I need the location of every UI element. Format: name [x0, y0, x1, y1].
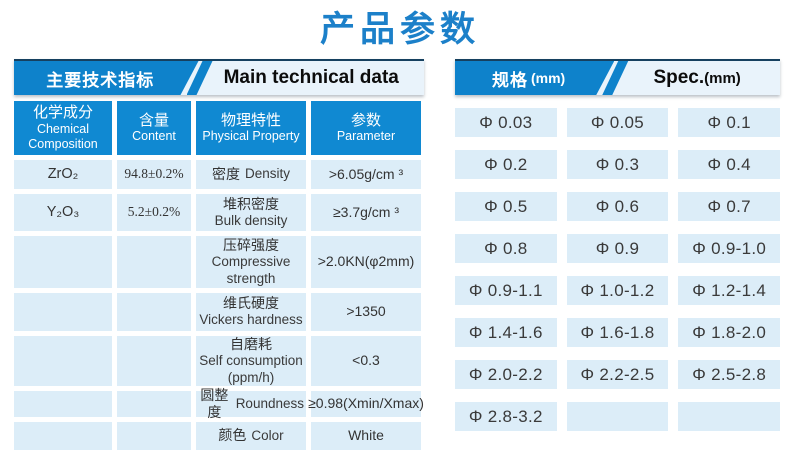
spec-cell: Φ 0.5	[455, 192, 557, 221]
cell-empty	[14, 422, 112, 450]
spec-header-zh: 规格	[492, 70, 528, 90]
cell-empty	[117, 391, 191, 417]
cell-property-roundness: 圆整度 Roundness	[196, 387, 306, 420]
header-blue-segment: 主要技术指标	[14, 61, 199, 95]
spec-cell: Φ 0.4	[678, 150, 780, 179]
cell-property-self-consumption: 自磨耗 Self consumption (ppm/h)	[196, 336, 306, 386]
cell-value-bulk-density: ≥3.7g/cm ³	[311, 194, 421, 231]
spec-header-zh-unit: (mm)	[531, 70, 566, 86]
spec-table: Φ 0.03 Φ 0.05 Φ 0.1 Φ 0.2 Φ 0.3 Φ 0.4 Φ …	[455, 108, 780, 431]
column-header-content: 含量 Content	[117, 101, 191, 155]
cell-empty	[14, 293, 112, 331]
cell-value-compressive-strength: >2.0KN(φ2mm)	[311, 236, 421, 288]
spec-cell: Φ 0.8	[455, 234, 557, 263]
column-header-en: Parameter	[336, 129, 396, 144]
property-en: Bulk density	[214, 212, 288, 228]
column-header-en: Physical Property	[202, 129, 300, 144]
header-blue-segment: 规格 (mm)	[455, 61, 614, 95]
cell-empty	[117, 336, 191, 386]
property-zh: 维氏硬度	[223, 295, 279, 312]
column-header-zh: 含量	[138, 111, 169, 129]
spec-cell: Φ 0.3	[566, 150, 669, 179]
column-header-en: Chemical Composition	[28, 122, 98, 151]
spec-cell: Φ 0.1	[678, 108, 780, 137]
spec-cell: Φ 0.9-1.0	[678, 234, 780, 263]
cell-empty	[117, 236, 191, 288]
cell-value-density: >6.05g/cm ³	[311, 160, 421, 189]
spec-cell: Φ 0.2	[455, 150, 557, 179]
cell-property-bulk-density: 堆积密度 Bulk density	[196, 194, 306, 231]
property-en: Color	[251, 427, 284, 443]
spec-cell: Φ 0.05	[566, 108, 669, 137]
spec-cell: Φ 0.03	[455, 108, 557, 137]
spec-cell: Φ 1.2-1.4	[678, 276, 780, 305]
spec-cell: Φ 2.8-3.2	[455, 402, 557, 431]
cell-value-self-consumption: <0.3	[311, 336, 421, 386]
property-zh: 堆积密度	[223, 195, 279, 212]
cell-empty	[117, 422, 191, 450]
column-header-parameter: 参数 Parameter	[311, 101, 421, 155]
cell-empty	[117, 293, 191, 331]
property-en: Density	[244, 166, 290, 182]
column-header-zh: 化学成分	[32, 104, 93, 122]
header-light-segment: Main technical data	[199, 61, 425, 95]
spec-header: 规格 (mm) Spec. (mm)	[455, 59, 780, 95]
cell-property-vickers-hardness: 维氏硬度 Vickers hardness	[196, 293, 306, 331]
spec-cell: Φ 0.6	[566, 192, 669, 221]
property-en: Compressive strength	[211, 254, 291, 286]
spec-header-en: Spec.	[653, 67, 705, 88]
header-label-en: Main technical data	[223, 67, 399, 88]
column-header-zh: 参数	[350, 111, 381, 129]
cell-empty	[14, 236, 112, 288]
cell-value-color: White	[311, 422, 421, 450]
spec-cell-empty	[678, 402, 780, 431]
property-zh: 自磨耗	[230, 336, 272, 352]
cell-composition-y2o3: Y₂O₃	[14, 194, 112, 231]
column-header-zh: 物理特性	[220, 111, 281, 129]
page-title: 产品参数	[319, 9, 480, 50]
property-en: Roundness	[235, 395, 304, 411]
spec-cell: Φ 1.0-1.2	[566, 276, 669, 305]
column-header-physical-property: 物理特性 Physical Property	[196, 101, 306, 155]
property-zh: 压碎强度	[223, 236, 279, 253]
property-zh: 圆整度	[200, 386, 229, 420]
cell-composition-zro2: ZrO₂	[14, 160, 112, 189]
property-en: Self consumption	[199, 353, 303, 369]
spec-header-en-unit: (mm)	[704, 69, 741, 87]
property-zh: 颜色	[218, 427, 247, 444]
spec-cell: Φ 0.7	[678, 192, 780, 221]
spec-cell: Φ 2.2-2.5	[566, 360, 669, 389]
spec-cell: Φ 2.0-2.2	[455, 360, 557, 389]
property-zh: 密度	[211, 165, 240, 182]
main-technical-data-section: 主要技术指标 Main technical data 化学成分 Chemical…	[14, 59, 424, 450]
spec-section: 规格 (mm) Spec. (mm) Φ 0.03 Φ 0.05 Φ 0.1 Φ…	[455, 59, 780, 431]
cell-content-zro2: 94.8±0.2%	[117, 160, 191, 189]
property-en: Vickers hardness	[199, 312, 303, 328]
spec-cell: Φ 0.9	[566, 234, 669, 263]
cell-value-vickers-hardness: >1350	[311, 293, 421, 331]
cell-value-roundness: ≥0.98(Xmin/Xmax)	[308, 391, 424, 417]
cell-property-compressive-strength: 压碎强度 Compressive strength	[196, 236, 306, 288]
cell-property-color: 颜色 Color	[196, 422, 306, 450]
header-label-zh: 主要技术指标	[46, 70, 155, 90]
cell-property-density: 密度 Density	[196, 160, 306, 189]
spec-cell: Φ 1.6-1.8	[566, 318, 669, 347]
spec-cell: Φ 1.8-2.0	[678, 318, 780, 347]
main-technical-data-header: 主要技术指标 Main technical data	[14, 59, 424, 95]
cell-content-y2o3: 5.2±0.2%	[117, 194, 191, 231]
spec-cell: Φ 1.4-1.6	[455, 318, 557, 347]
cell-empty	[14, 391, 112, 417]
column-header-chemical-composition: 化学成分 Chemical Composition	[14, 101, 112, 155]
header-light-segment: Spec. (mm)	[614, 61, 780, 95]
column-header-en: Content	[132, 129, 176, 144]
spec-cell: Φ 0.9-1.1	[455, 276, 557, 305]
cell-empty	[14, 336, 112, 386]
property-en-unit: (ppm/h)	[227, 369, 275, 385]
technical-data-table: 化学成分 Chemical Composition 含量 Content 物理特…	[14, 101, 424, 450]
spec-cell: Φ 2.5-2.8	[678, 360, 780, 389]
spec-cell-empty	[566, 402, 669, 431]
